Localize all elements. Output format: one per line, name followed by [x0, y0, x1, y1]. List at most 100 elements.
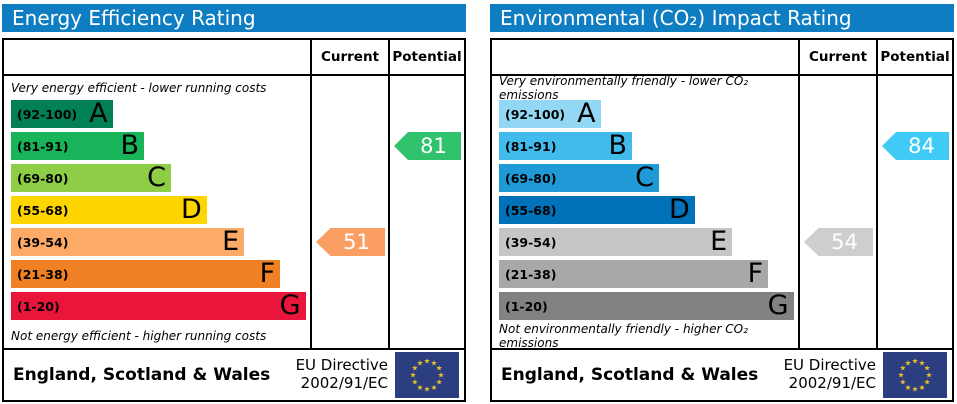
bottom-note: Not environmentally friendly - higher CO… [499, 322, 748, 350]
svg-text:★: ★ [912, 357, 919, 366]
potential-arrow: 84 [882, 132, 949, 160]
band-letter: B [608, 130, 628, 161]
band-range-label: (39-54) [17, 234, 69, 250]
band-list: (92-100) A (81-91) B (69-80) C (55-68) D (39-54)… [11, 100, 310, 324]
band-range-label: (92-100) [17, 106, 78, 122]
band-letter: D [669, 194, 690, 225]
svg-text:★: ★ [410, 371, 417, 380]
band-range-label: (55-68) [505, 202, 557, 218]
band-row-b: (81-91) B [11, 132, 310, 164]
band-row-f: (21-38) F [499, 260, 798, 292]
svg-text:★: ★ [900, 364, 907, 373]
potential-column: 84 [876, 76, 952, 348]
potential-arrow: 81 [394, 132, 461, 160]
band-letter: C [147, 162, 166, 193]
band-row-d: (55-68) D [11, 196, 310, 228]
svg-text:★: ★ [417, 383, 424, 392]
svg-text:★: ★ [912, 385, 919, 394]
band-range-label: (1-20) [505, 298, 548, 314]
eu-flag-icon: ★ ★ ★ ★ ★ ★ ★ ★ ★ ★ ★ ★ [883, 352, 947, 398]
panel-title: Environmental (CO₂) Impact Rating [490, 4, 954, 32]
svg-text:★: ★ [431, 383, 438, 392]
band-row-d: (55-68) D [499, 196, 798, 228]
svg-text:★: ★ [926, 371, 933, 380]
band-range-label: (39-54) [505, 234, 557, 250]
band-range-label: (92-100) [505, 106, 566, 122]
band-list: (92-100) A (81-91) B (69-80) C (55-68) D (39-54)… [499, 100, 798, 324]
svg-text:★: ★ [424, 385, 431, 394]
panel-environmental-impact: Environmental (CO₂) Impact Rating Curren… [490, 4, 954, 402]
band-letter: C [635, 162, 654, 193]
header-spacer [4, 40, 310, 76]
svg-text:★: ★ [424, 357, 431, 366]
svg-text:★: ★ [436, 364, 443, 373]
band-letter: F [747, 258, 764, 289]
panel-title: Energy Efficiency Rating [2, 4, 466, 32]
band-range-label: (55-68) [17, 202, 69, 218]
eu-flag-icon: ★ ★ ★ ★ ★ ★ ★ ★ ★ ★ ★ ★ [395, 352, 459, 398]
svg-text:★: ★ [412, 364, 419, 373]
svg-text:★: ★ [431, 359, 438, 368]
band-letter: G [279, 290, 301, 321]
svg-text:★: ★ [412, 378, 419, 387]
eu-directive-text: EU Directive 2002/91/EC [295, 356, 388, 392]
svg-text:★: ★ [924, 364, 931, 373]
footer-region: England, Scotland & Wales [501, 365, 759, 385]
band-letter: A [577, 98, 596, 129]
footer-region: England, Scotland & Wales [13, 365, 271, 385]
band-range-label: (21-38) [505, 266, 557, 282]
band-row-f: (21-38) F [11, 260, 310, 292]
current-arrow: 51 [316, 228, 385, 256]
band-range-label: (69-80) [17, 170, 69, 186]
band-letter: B [120, 130, 140, 161]
column-header-potential: Potential [876, 40, 952, 76]
top-note: Very energy efficient - lower running co… [11, 81, 267, 95]
svg-text:★: ★ [905, 359, 912, 368]
column-header-current: Current [310, 40, 388, 76]
band-row-a: (92-100) A [11, 100, 310, 132]
svg-text:★: ★ [900, 378, 907, 387]
band-letter: E [710, 226, 728, 257]
column-header-current: Current [798, 40, 876, 76]
band-row-c: (69-80) C [499, 164, 798, 196]
top-note: Very environmentally friendly - lower CO… [499, 74, 749, 102]
band-row-b: (81-91) B [499, 132, 798, 164]
current-arrow: 54 [804, 228, 873, 256]
table-footer: England, Scotland & Wales EU Directive 2… [4, 348, 464, 400]
column-header-potential: Potential [388, 40, 464, 76]
rating-table: Current Potential Very environmentally f… [490, 38, 954, 402]
svg-text:★: ★ [919, 383, 926, 392]
band-row-a: (92-100) A [499, 100, 798, 132]
band-letter: F [259, 258, 276, 289]
band-row-g: (1-20) G [499, 292, 798, 324]
band-letter: A [89, 98, 108, 129]
table-footer: England, Scotland & Wales EU Directive 2… [492, 348, 952, 400]
rating-table: Current Potential Very energy efficient … [2, 38, 466, 402]
panel-energy-efficiency: Energy Efficiency Rating Current Potenti… [2, 4, 466, 402]
header-spacer [492, 40, 798, 76]
bottom-note: Not energy efficient - higher running co… [11, 329, 267, 343]
band-column: Very environmentally friendly - lower CO… [492, 74, 798, 350]
svg-text:★: ★ [438, 371, 445, 380]
band-letter: G [767, 290, 789, 321]
eu-directive-text: EU Directive 2002/91/EC [783, 356, 876, 392]
band-range-label: (81-91) [505, 138, 557, 154]
band-range-label: (81-91) [17, 138, 69, 154]
svg-text:★: ★ [436, 378, 443, 387]
svg-text:★: ★ [905, 383, 912, 392]
svg-text:★: ★ [924, 378, 931, 387]
svg-text:★: ★ [919, 359, 926, 368]
potential-column: 81 [388, 76, 464, 348]
band-range-label: (21-38) [17, 266, 69, 282]
band-letter: E [222, 226, 240, 257]
band-row-c: (69-80) C [11, 164, 310, 196]
current-column: 51 [310, 76, 388, 348]
band-letter: D [181, 194, 202, 225]
band-row-e: (39-54) E [11, 228, 310, 260]
band-range-label: (1-20) [17, 298, 60, 314]
band-range-label: (69-80) [505, 170, 557, 186]
svg-text:★: ★ [898, 371, 905, 380]
band-row-e: (39-54) E [499, 228, 798, 260]
band-row-g: (1-20) G [11, 292, 310, 324]
